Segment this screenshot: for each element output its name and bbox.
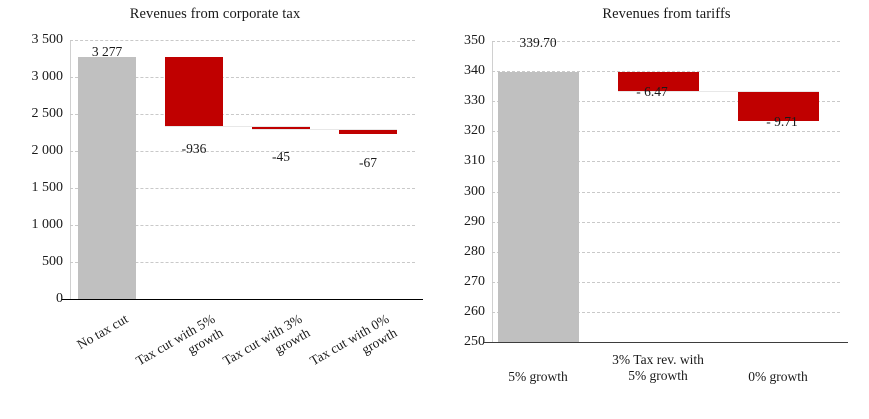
y-axis-tick-label: 500 bbox=[42, 254, 63, 269]
y-axis-tick-label: 3 500 bbox=[31, 32, 64, 47]
gridline bbox=[492, 221, 840, 223]
data-label-1: 3 277 bbox=[91, 44, 123, 59]
gridline bbox=[70, 151, 415, 152]
chart-panel-tariffs: Revenues from tariffs bbox=[430, 0, 869, 402]
gridline bbox=[70, 262, 415, 263]
gridline bbox=[70, 114, 415, 115]
x-axis-label-3: 0% growth bbox=[748, 369, 808, 384]
y-axis-tick-label: 280 bbox=[464, 243, 485, 259]
y-axis-tick-label: 250 bbox=[464, 334, 485, 349]
y-axis-tick-label: 0 bbox=[56, 291, 63, 306]
x-axis-baseline-left bbox=[62, 299, 423, 300]
y-axis-tick-label: 2 500 bbox=[31, 106, 64, 121]
gridline bbox=[70, 40, 415, 41]
gridline bbox=[492, 131, 840, 133]
gridline bbox=[492, 311, 840, 313]
plot-area-right: 250 260 270 280 290 300 310 320 330 340 350 339.70… bbox=[464, 33, 848, 384]
plot-area-left: 0 500 1 000 1 500 2 000 2 500 3 000 3 500 3 277… bbox=[32, 32, 423, 368]
y-axis-tick-label: 320 bbox=[464, 123, 485, 139]
x-axis-baseline-right bbox=[484, 342, 848, 343]
gridline bbox=[70, 188, 415, 189]
gridline bbox=[492, 281, 840, 283]
y-axis-tick-label: 1 000 bbox=[31, 217, 64, 232]
connector-line bbox=[252, 129, 397, 131]
bar-3 bbox=[252, 125, 310, 130]
y-axis-tick-label: 340 bbox=[464, 63, 485, 79]
data-label-3: - 9.71 bbox=[766, 114, 798, 129]
y-axis-tick-label: 1 500 bbox=[31, 180, 64, 195]
y-axis-tick-label: 260 bbox=[464, 303, 485, 319]
bar-3 bbox=[737, 91, 819, 121]
bar-1 bbox=[497, 72, 579, 342]
y-axis-tick-label: 350 bbox=[464, 33, 485, 48]
connector-line bbox=[617, 91, 819, 93]
x-axis-label-1: 5% growth bbox=[508, 369, 568, 384]
gridline bbox=[70, 225, 415, 226]
connector-line bbox=[165, 125, 310, 127]
chart-title-right: Revenues from tariffs bbox=[602, 6, 731, 22]
gridline bbox=[492, 41, 840, 42]
gridline bbox=[70, 77, 415, 78]
chart-title-left: Revenues from corporate tax bbox=[129, 6, 301, 22]
bar-1 bbox=[78, 56, 136, 299]
y-axis-tick-label: 290 bbox=[464, 213, 485, 229]
bar-2 bbox=[165, 56, 223, 126]
data-label-4: -67 bbox=[359, 155, 377, 170]
data-label-3: -45 bbox=[272, 149, 290, 164]
chart-panel-corporate-tax: Revenues from corporate tax 0 500 1 000 1 5… bbox=[0, 0, 430, 402]
y-axis-tick-label: 330 bbox=[464, 93, 485, 109]
y-axis-tick-label: 310 bbox=[464, 153, 485, 169]
y-axis-spine-left bbox=[70, 40, 71, 299]
bar-4 bbox=[339, 129, 397, 135]
chart-page: Revenues from corporate tax 0 500 1 000 1 5… bbox=[0, 0, 869, 402]
x-axis-label-2: 3% Tax rev. with 5% growth bbox=[612, 352, 704, 384]
y-axis-tick-label: 300 bbox=[464, 183, 485, 199]
gridline bbox=[492, 101, 840, 103]
gridline bbox=[492, 251, 840, 253]
y-axis-tick-label: 3 000 bbox=[31, 69, 64, 84]
bar-2 bbox=[617, 72, 699, 92]
data-label-2: - 6.47 bbox=[636, 84, 668, 99]
gridline bbox=[492, 71, 840, 73]
gridline bbox=[492, 161, 840, 163]
gridline bbox=[492, 191, 840, 193]
data-label-2: -936 bbox=[181, 141, 207, 156]
y-axis-tick-label: 2 000 bbox=[31, 143, 64, 158]
y-axis-tick-label: 270 bbox=[464, 273, 485, 289]
data-label-1: 339.70 bbox=[519, 35, 557, 50]
